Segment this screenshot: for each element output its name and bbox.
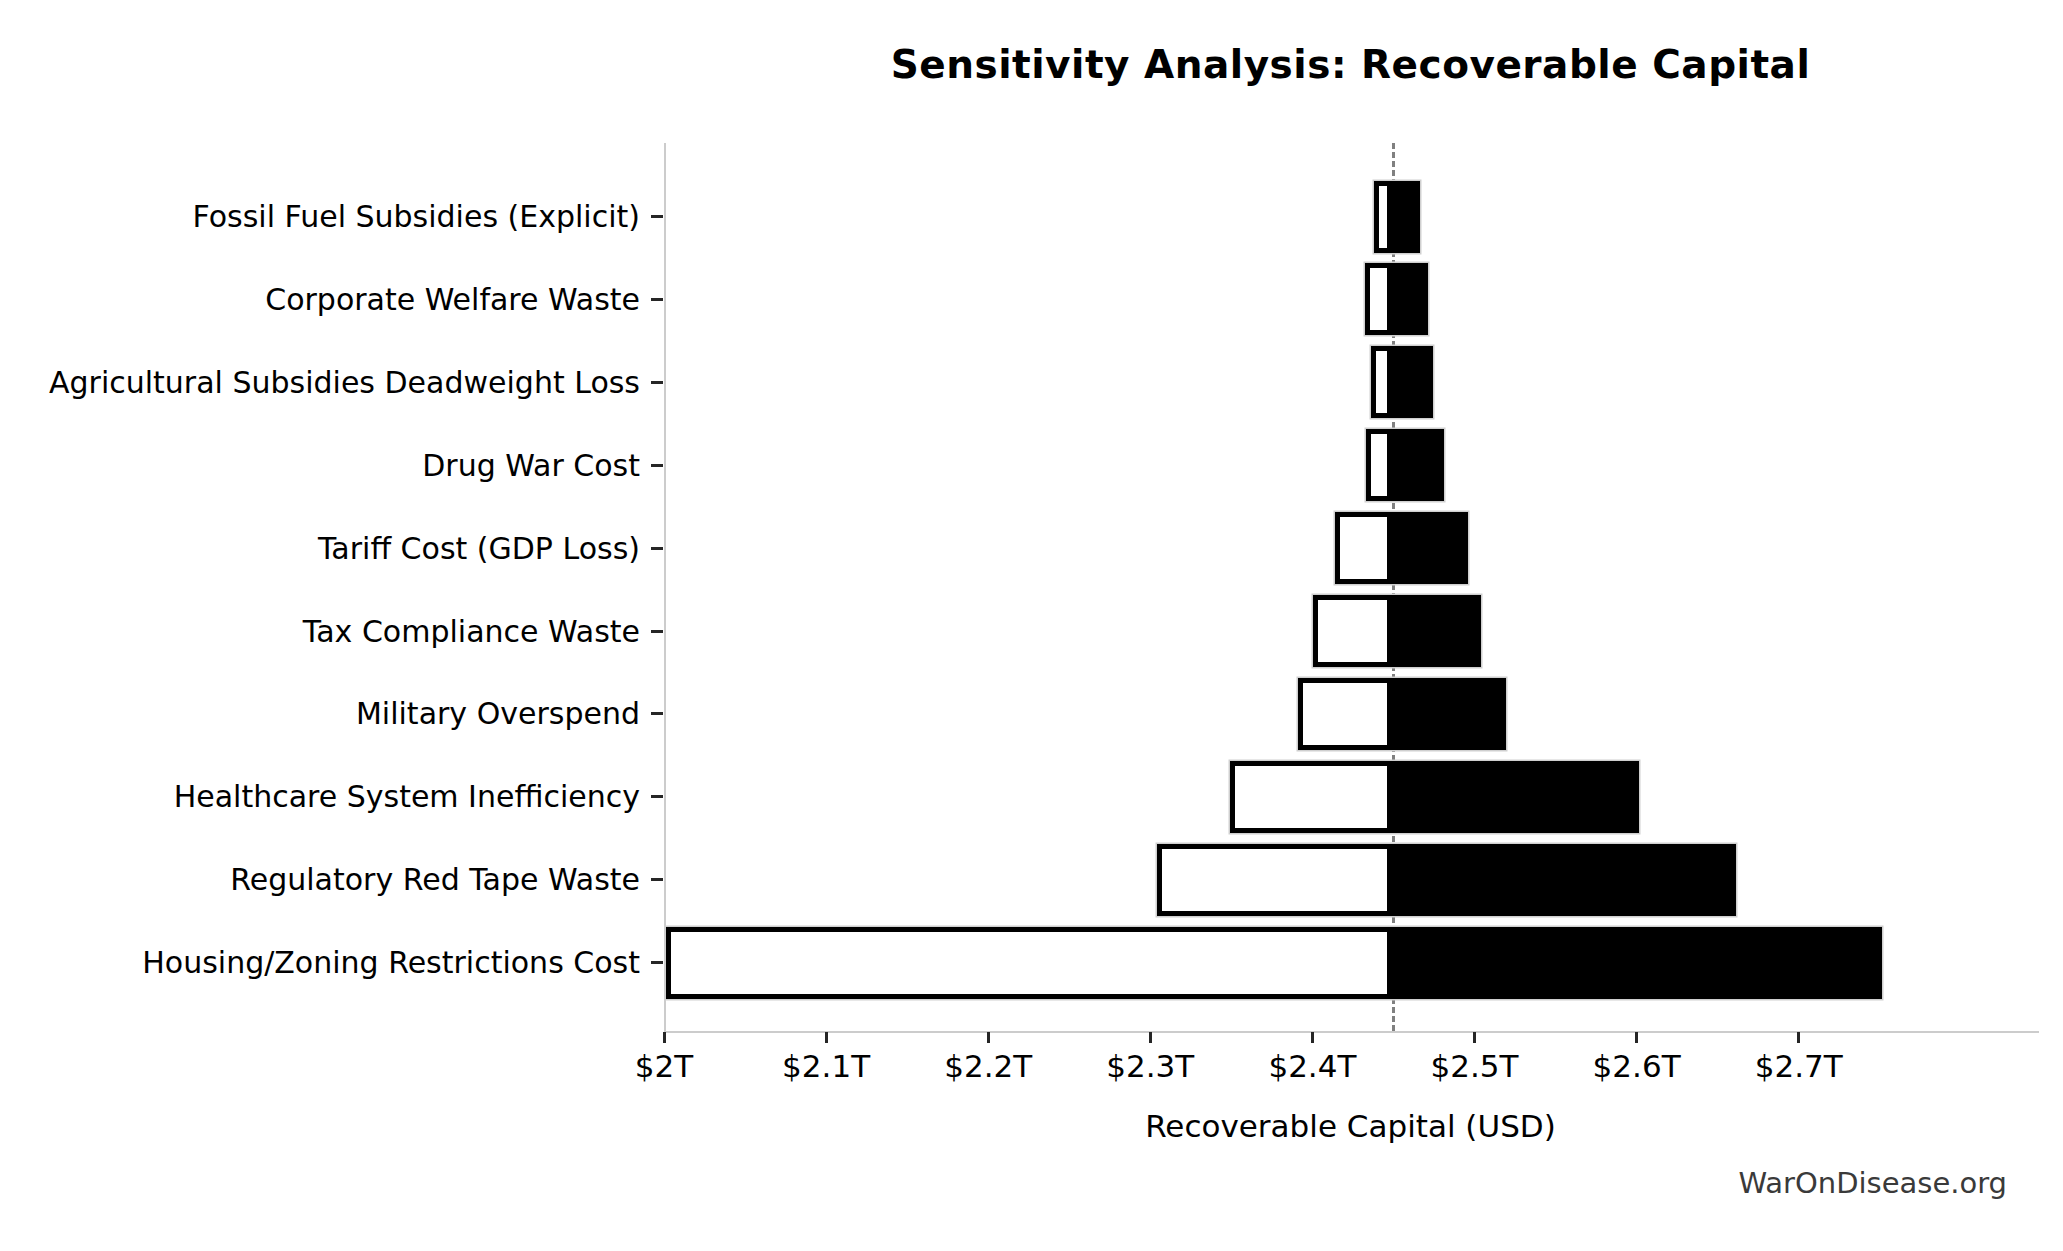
x-axis-title: Recoverable Capital (USD) [664,1108,2037,1144]
y-axis-tick [651,712,663,715]
y-axis-label: Tariff Cost (GDP Loss) [0,512,640,584]
tornado-bar [1298,678,1505,750]
y-axis-label: Regulatory Red Tape Waste [0,844,640,916]
bar-low-segment [1313,595,1392,667]
x-axis-tick [1473,1032,1476,1043]
bar-low-segment [1366,429,1392,501]
y-axis-tick [651,547,663,550]
y-axis-tick [651,961,663,964]
chart-title: Sensitivity Analysis: Recoverable Capita… [664,42,2037,87]
y-axis-tick [651,630,663,633]
y-axis-label: Tax Compliance Waste [0,595,640,667]
x-axis-tick-label: $2.7T [1719,1048,1879,1084]
tornado-bar [1374,181,1419,253]
bar-low-segment [1298,678,1392,750]
x-axis-tick-label: $2T [584,1048,744,1084]
x-axis-tick [1149,1032,1152,1043]
x-axis-tick-label: $2.1T [746,1048,906,1084]
y-axis-label: Housing/Zoning Restrictions Cost [0,927,640,999]
tornado-bar [1366,429,1444,501]
bar-low-segment [1157,844,1392,916]
y-axis-tick [651,215,663,218]
x-axis-tick [1635,1032,1638,1043]
bar-low-segment [1335,512,1392,584]
chart-figure: Sensitivity Analysis: Recoverable Capita… [0,0,2063,1251]
y-axis-tick [651,381,663,384]
x-axis-tick-label: $2.2T [908,1048,1068,1084]
x-axis-tick [1797,1032,1800,1043]
bar-low-segment [1230,761,1392,833]
y-axis-tick [651,464,663,467]
y-axis-label: Drug War Cost [0,429,640,501]
tornado-bar [1157,844,1736,916]
x-axis-tick [1311,1032,1314,1043]
x-axis-tick [825,1032,828,1043]
plot-area [664,143,2039,1033]
x-axis-tick [663,1032,666,1043]
y-axis-label: Healthcare System Inefficiency [0,761,640,833]
y-axis-tick [651,878,663,881]
watermark: WarOnDisease.org [1738,1166,2007,1200]
bar-low-segment [1374,181,1392,253]
x-axis-tick [987,1032,990,1043]
bar-low-segment [1365,263,1393,335]
tornado-bar [1230,761,1638,833]
y-axis-tick [651,795,663,798]
tornado-bar [666,927,1882,999]
y-axis-label: Agricultural Subsidies Deadweight Loss [0,346,640,418]
y-axis-label: Military Overspend [0,678,640,750]
x-axis-tick-label: $2.6T [1557,1048,1717,1084]
x-axis-tick-label: $2.5T [1395,1048,1555,1084]
tornado-bar [1313,595,1482,667]
bar-low-segment [1371,346,1392,418]
x-axis-tick-label: $2.4T [1232,1048,1392,1084]
y-axis-label: Corporate Welfare Waste [0,263,640,335]
tornado-bar [1365,263,1428,335]
bar-low-segment [666,927,1392,999]
x-axis-tick-label: $2.3T [1070,1048,1230,1084]
tornado-bar [1371,346,1433,418]
y-axis-tick [651,298,663,301]
y-axis-label: Fossil Fuel Subsidies (Explicit) [0,181,640,253]
tornado-bar [1335,512,1468,584]
